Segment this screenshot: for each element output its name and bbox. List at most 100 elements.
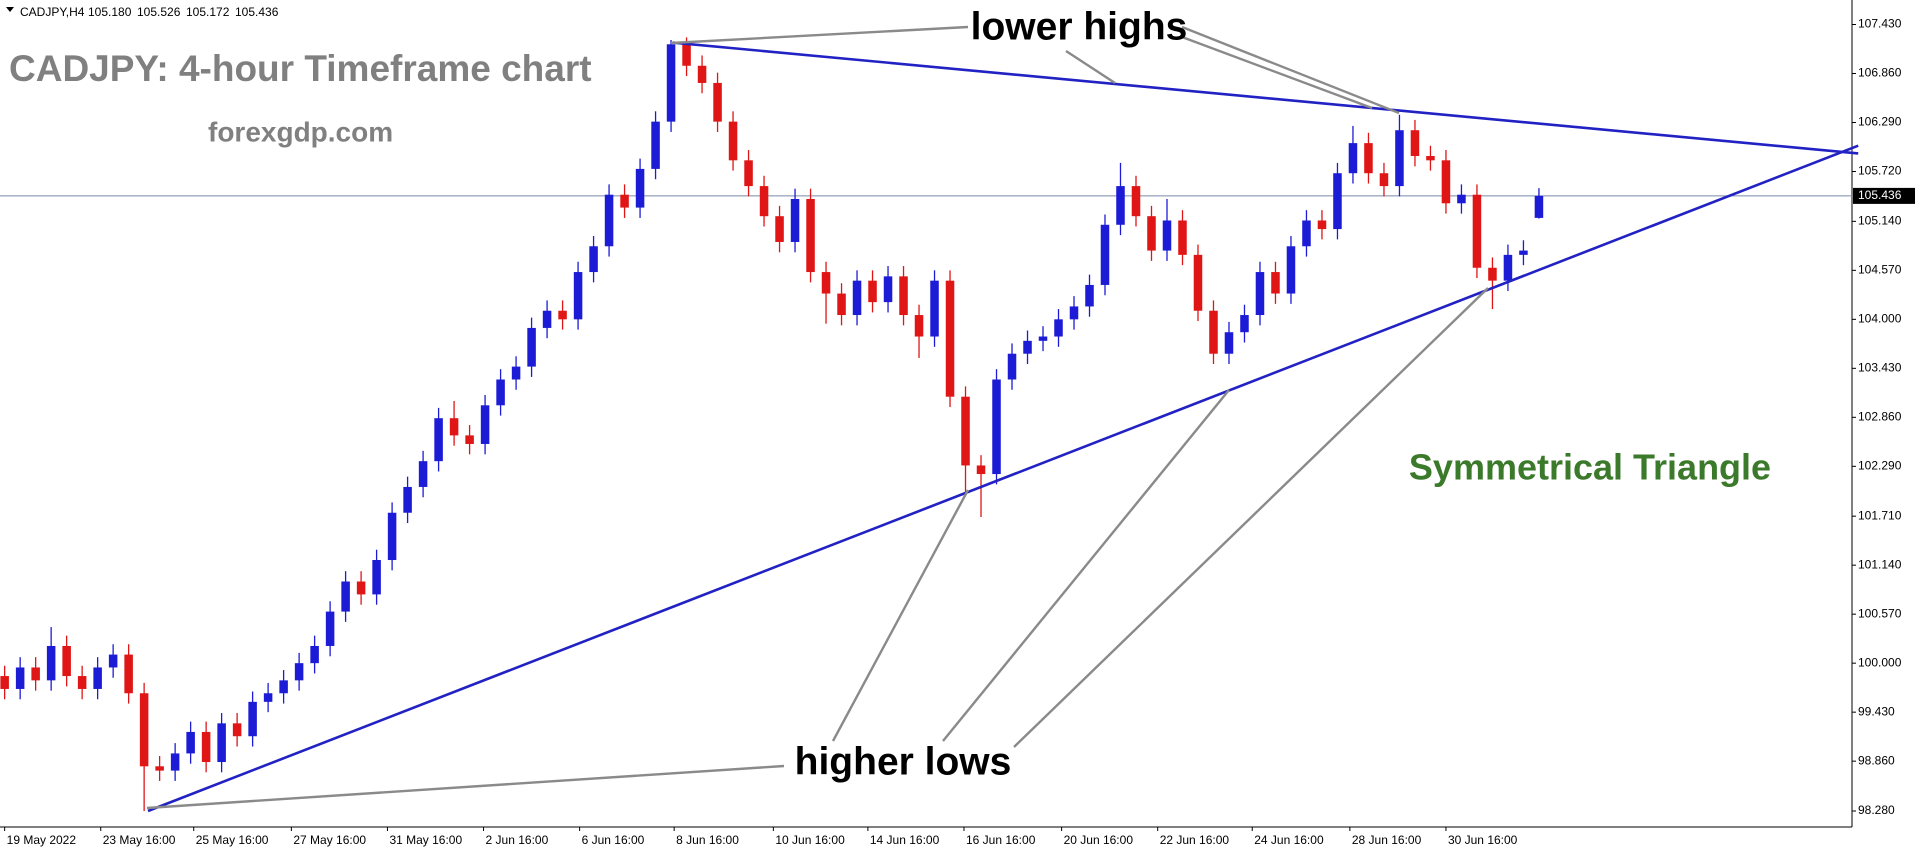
annotation: higher lows bbox=[795, 740, 1012, 783]
candle-body bbox=[573, 272, 583, 320]
pointer-line bbox=[1065, 49, 1116, 85]
pointer-line bbox=[146, 764, 785, 810]
candle-body bbox=[248, 701, 257, 737]
candle-body bbox=[1348, 143, 1358, 174]
candle-body bbox=[1007, 353, 1017, 380]
candle-body bbox=[713, 82, 722, 122]
pointer-line bbox=[831, 489, 970, 742]
candle-body bbox=[1193, 254, 1203, 311]
y-tick-label: 100.570 bbox=[1858, 606, 1902, 620]
candle-body bbox=[697, 65, 707, 83]
x-tick-label: 2 Jun 16:00 bbox=[486, 833, 549, 847]
x-tick-label: 28 Jun 16:00 bbox=[1352, 833, 1422, 847]
candle-body bbox=[1209, 310, 1218, 354]
candle-body bbox=[620, 194, 629, 208]
pointer-line bbox=[942, 389, 1230, 742]
candle-body bbox=[434, 418, 443, 462]
candle-body bbox=[77, 676, 87, 689]
candle-body bbox=[31, 667, 40, 681]
candle-body bbox=[201, 731, 211, 763]
last-price-box bbox=[1853, 187, 1915, 204]
candle-body bbox=[155, 766, 164, 771]
x-tick-label: 8 Jun 16:00 bbox=[676, 833, 739, 847]
candle-body bbox=[62, 645, 71, 677]
candle-body bbox=[1441, 160, 1451, 204]
candle-body bbox=[759, 186, 769, 217]
candle-body bbox=[465, 435, 474, 444]
chart-subtitle: forexgdp.com bbox=[208, 116, 393, 147]
candle-body bbox=[341, 581, 350, 612]
candle-body bbox=[1286, 246, 1296, 294]
candle-body bbox=[806, 198, 815, 273]
candle-body bbox=[589, 246, 598, 273]
candle-body bbox=[1488, 267, 1497, 281]
y-tick-label: 107.430 bbox=[1858, 17, 1902, 31]
y-tick-label: 100.000 bbox=[1858, 655, 1902, 669]
candle-body bbox=[1023, 340, 1032, 354]
y-tick-label: 98.280 bbox=[1858, 803, 1895, 817]
trendline bbox=[672, 41, 1859, 155]
pointer-line bbox=[1013, 287, 1489, 748]
candle-body bbox=[263, 693, 273, 702]
y-tick-label: 99.430 bbox=[1858, 704, 1895, 718]
candle-body bbox=[1147, 216, 1156, 251]
x-tick-label: 25 May 16:00 bbox=[196, 833, 269, 847]
header-value: 105.180 bbox=[88, 5, 132, 19]
x-tick-label: 6 Jun 16:00 bbox=[582, 833, 645, 847]
candle-body bbox=[108, 654, 118, 668]
y-tick-label: 106.860 bbox=[1858, 66, 1902, 80]
candle-body bbox=[899, 276, 908, 316]
header-value: 105.172 bbox=[186, 5, 230, 19]
candle-body bbox=[1054, 319, 1063, 337]
candle-body bbox=[821, 272, 831, 294]
candle-body bbox=[1503, 254, 1513, 281]
candle-body bbox=[1457, 194, 1466, 204]
x-tick-label: 30 Jun 16:00 bbox=[1448, 833, 1518, 847]
candle-body bbox=[1426, 156, 1435, 161]
candle-body bbox=[279, 680, 288, 694]
candle-body bbox=[1085, 284, 1094, 307]
candle-body bbox=[1364, 143, 1373, 174]
candle-body bbox=[527, 327, 536, 367]
candle-body bbox=[1069, 306, 1079, 320]
candle-body bbox=[945, 280, 955, 397]
candle-body bbox=[1317, 220, 1327, 230]
x-tick-label: 20 Jun 16:00 bbox=[1064, 833, 1134, 847]
chart-title: CADJPY: 4-hour Timeframe chart bbox=[9, 48, 592, 89]
x-tick-label: 27 May 16:00 bbox=[293, 833, 366, 847]
menu-arrow bbox=[6, 7, 14, 12]
candle-body bbox=[837, 293, 846, 316]
candle-body bbox=[0, 676, 9, 689]
x-tick-label: 16 Jun 16:00 bbox=[966, 833, 1036, 847]
pointer-line bbox=[1181, 35, 1373, 110]
y-tick-label: 101.710 bbox=[1858, 508, 1902, 522]
y-tick-label: 103.430 bbox=[1858, 361, 1902, 375]
candle-body bbox=[558, 310, 567, 320]
trendline bbox=[147, 144, 1859, 813]
candle-body bbox=[1240, 315, 1249, 333]
candle-body bbox=[170, 753, 180, 771]
candle-body bbox=[294, 663, 304, 681]
candle-body bbox=[356, 581, 366, 595]
candle-body bbox=[744, 160, 753, 187]
candle-body bbox=[496, 379, 505, 406]
candle-body bbox=[310, 645, 319, 664]
candle-body bbox=[976, 465, 986, 475]
candle-body bbox=[1379, 173, 1389, 187]
candle-body bbox=[930, 280, 939, 337]
candle-body bbox=[186, 731, 195, 754]
candle-body bbox=[325, 611, 335, 646]
candle-body bbox=[728, 121, 738, 161]
header-value: 105.526 bbox=[137, 5, 181, 19]
candle-body bbox=[682, 44, 691, 66]
candle-body bbox=[124, 654, 133, 694]
candle-body bbox=[418, 461, 428, 487]
candle-body bbox=[93, 667, 102, 689]
candle-body bbox=[1395, 130, 1404, 187]
header-symbol: CADJPY,H4 bbox=[20, 5, 85, 19]
last-price-label: 105.436 bbox=[1858, 188, 1902, 202]
x-tick-label: 31 May 16:00 bbox=[389, 833, 462, 847]
candle-body bbox=[449, 418, 459, 436]
candle-body bbox=[635, 168, 645, 208]
